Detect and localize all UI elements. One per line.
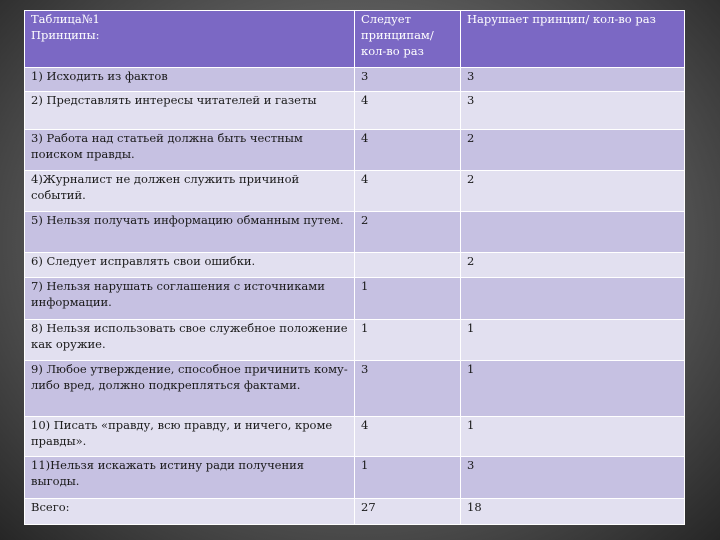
principle-cell: 4)Журналист не должен служить причиной с… (24, 170, 355, 212)
principle-cell: 7) Нельзя нарушать соглашения с источник… (24, 277, 355, 320)
follows-count-cell: 4 (354, 91, 461, 130)
principle-cell: 10) Писать «правду, всю правду, и ничего… (24, 416, 355, 457)
header-follows-cell: Следует принципам/ кол-во раз (354, 10, 461, 68)
principle-cell: 9) Любое утверждение, способное причинит… (24, 360, 355, 417)
violates-count-cell: 2 (460, 170, 685, 212)
principle-cell: 11)Нельзя искажать истину ради получения… (24, 456, 355, 499)
violates-count-cell (460, 277, 685, 320)
follows-count-cell: 4 (354, 129, 461, 171)
follows-count-cell: 3 (354, 360, 461, 417)
violates-count-cell: 2 (460, 129, 685, 171)
follows-count-cell: 3 (354, 67, 461, 92)
violates-count-cell: 3 (460, 456, 685, 499)
header-violates-cell: Нарушает принцип/ кол-во раз (460, 10, 685, 68)
principle-cell: 6) Следует исправлять свои ошибки. (24, 252, 355, 278)
table-total-row: Всего: 27 18 (24, 498, 685, 525)
violates-count-cell: 3 (460, 67, 685, 92)
table-number-label: Таблица№1 (31, 12, 100, 26)
table-row: 11)Нельзя искажать истину ради получения… (24, 456, 685, 499)
header-principles-cell: Таблица№1 Принципы: (24, 10, 355, 68)
table-row: 4)Журналист не должен служить причиной с… (24, 170, 685, 212)
follows-count-cell (354, 252, 461, 278)
table-row: 1) Исходить из фактов 3 3 (24, 67, 685, 92)
principles-label: Принципы: (31, 28, 100, 42)
table-row: 8) Нельзя использовать свое служебное по… (24, 319, 685, 361)
principle-cell: 5) Нельзя получать информацию обманным п… (24, 211, 355, 253)
principle-cell: 3) Работа над статьей должна быть честны… (24, 129, 355, 171)
table-header-row: Таблица№1 Принципы: Следует принципам/ к… (24, 10, 685, 68)
table-row: 6) Следует исправлять свои ошибки. 2 (24, 252, 685, 278)
follows-count-cell: 1 (354, 319, 461, 361)
follows-total-cell: 27 (354, 498, 461, 525)
violates-count-cell: 3 (460, 91, 685, 130)
violates-count-cell: 1 (460, 416, 685, 457)
follows-count-cell: 4 (354, 416, 461, 457)
table-row: 9) Любое утверждение, способное причинит… (24, 360, 685, 417)
table-row: 2) Представлять интересы читателей и газ… (24, 91, 685, 130)
violates-count-cell (460, 211, 685, 253)
follows-count-cell: 4 (354, 170, 461, 212)
table-row: 3) Работа над статьей должна быть честны… (24, 129, 685, 171)
table-row: 10) Писать «правду, всю правду, и ничего… (24, 416, 685, 457)
table-row: 7) Нельзя нарушать соглашения с источник… (24, 277, 685, 320)
principle-cell: 8) Нельзя использовать свое служебное по… (24, 319, 355, 361)
principle-cell: 2) Представлять интересы читателей и газ… (24, 91, 355, 130)
total-label-cell: Всего: (24, 498, 355, 525)
violates-total-cell: 18 (460, 498, 685, 525)
principle-cell: 1) Исходить из фактов (24, 67, 355, 92)
violates-count-cell: 2 (460, 252, 685, 278)
follows-count-cell: 1 (354, 277, 461, 320)
principles-table: Таблица№1 Принципы: Следует принципам/ к… (24, 10, 685, 525)
violates-count-cell: 1 (460, 319, 685, 361)
violates-count-cell: 1 (460, 360, 685, 417)
follows-count-cell: 1 (354, 456, 461, 499)
follows-count-cell: 2 (354, 211, 461, 253)
table-row: 5) Нельзя получать информацию обманным п… (24, 211, 685, 253)
